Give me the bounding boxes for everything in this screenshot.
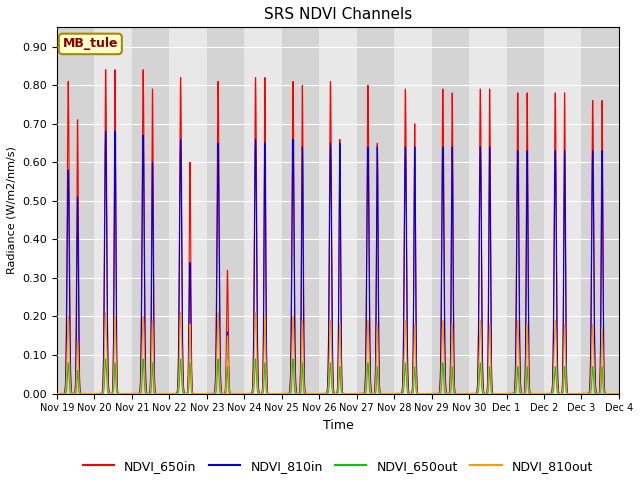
NDVI_810in — [495, 391, 503, 396]
NDVI_650in — [615, 391, 623, 396]
Bar — [95, 27, 132, 394]
NDVI_650in — [264, 387, 271, 393]
Text: MB_tule: MB_tule — [63, 37, 118, 50]
NDVI_810in — [613, 391, 621, 396]
NDVI_810out — [102, 310, 109, 315]
Title: SRS NDVI Channels: SRS NDVI Channels — [264, 7, 412, 22]
NDVI_650out — [168, 391, 175, 396]
Bar — [244, 27, 282, 394]
NDVI_810in — [173, 389, 181, 395]
NDVI_810in — [53, 391, 61, 396]
NDVI_810in — [102, 129, 109, 134]
NDVI_810in — [168, 391, 175, 396]
Line: NDVI_810out: NDVI_810out — [57, 312, 619, 394]
NDVI_650out — [53, 391, 61, 396]
NDVI_810in — [615, 391, 623, 396]
Bar — [431, 27, 469, 394]
NDVI_650in — [168, 391, 175, 396]
Bar — [506, 27, 544, 394]
NDVI_650out — [613, 391, 621, 396]
Legend: NDVI_650in, NDVI_810in, NDVI_650out, NDVI_810out: NDVI_650in, NDVI_810in, NDVI_650out, NDV… — [78, 455, 598, 478]
NDVI_650in — [173, 389, 181, 395]
Bar — [57, 27, 95, 394]
NDVI_810out — [613, 391, 621, 396]
NDVI_810out — [264, 390, 271, 396]
NDVI_650out — [264, 391, 271, 396]
Bar — [170, 27, 207, 394]
Bar — [469, 27, 506, 394]
NDVI_650out — [102, 356, 109, 362]
NDVI_650in — [416, 391, 424, 396]
NDVI_650out — [615, 391, 623, 396]
Bar — [544, 27, 582, 394]
X-axis label: Time: Time — [323, 419, 353, 432]
NDVI_810out — [615, 391, 623, 396]
Line: NDVI_810in: NDVI_810in — [57, 132, 619, 394]
Y-axis label: Radiance (W/m2/nm/s): Radiance (W/m2/nm/s) — [7, 146, 17, 275]
NDVI_650out — [416, 391, 424, 396]
NDVI_810in — [264, 388, 271, 394]
NDVI_650out — [173, 391, 181, 396]
Bar — [356, 27, 394, 394]
NDVI_810out — [495, 391, 503, 396]
NDVI_810out — [168, 391, 175, 396]
NDVI_810out — [53, 391, 61, 396]
Bar — [207, 27, 244, 394]
NDVI_810out — [416, 391, 424, 396]
NDVI_650in — [613, 391, 621, 396]
Bar — [319, 27, 356, 394]
NDVI_810in — [416, 391, 424, 396]
Bar — [282, 27, 319, 394]
Line: NDVI_650in: NDVI_650in — [57, 70, 619, 394]
NDVI_650in — [53, 391, 61, 396]
Line: NDVI_650out: NDVI_650out — [57, 359, 619, 394]
Bar — [582, 27, 619, 394]
NDVI_650out — [495, 391, 503, 396]
NDVI_650in — [102, 67, 109, 72]
Bar — [394, 27, 431, 394]
NDVI_810out — [173, 390, 181, 396]
Bar — [132, 27, 170, 394]
NDVI_650in — [495, 391, 503, 396]
